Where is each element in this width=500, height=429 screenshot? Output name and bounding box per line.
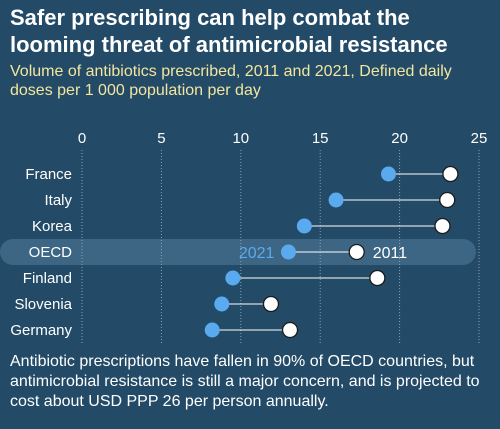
category-label: OECD (29, 244, 73, 261)
point-2021 (328, 192, 344, 208)
dumbbell-chart: 0 5 10 15 20 25 France Italy Korea OECD Finland Slo… (0, 130, 488, 343)
point-2011 (281, 321, 299, 339)
chart-subtitle: Volume of antibiotics prescribed, 2011 a… (10, 63, 452, 99)
point-2021 (296, 218, 312, 234)
x-tick-label: 5 (157, 130, 165, 147)
point-2021 (204, 322, 220, 338)
category-label: Germany (10, 322, 72, 339)
x-tick-label: 10 (232, 130, 249, 147)
point-2021 (214, 296, 230, 312)
footnote: Antibiotic prescriptions have fallen in … (10, 353, 480, 410)
series-label-2021: 2021 (239, 245, 275, 262)
point-2011 (262, 295, 280, 313)
point-2011 (434, 217, 451, 235)
chart-title: Safer prescribing can help combat the lo… (10, 5, 448, 57)
category-label: France (25, 166, 72, 183)
point-2021 (225, 270, 241, 286)
category-label: Slovenia (14, 296, 72, 313)
point-2021 (280, 244, 296, 260)
x-tick-label: 20 (391, 130, 408, 147)
x-tick-label: 25 (471, 130, 488, 147)
category-label: Korea (32, 218, 73, 235)
x-tick-label: 0 (78, 130, 86, 147)
point-2021 (380, 166, 396, 182)
series-label-2011: 2011 (373, 245, 408, 262)
point-2011 (442, 165, 459, 183)
category-label: Finland (23, 270, 72, 287)
point-2011 (439, 191, 456, 209)
category-label: Italy (44, 192, 72, 209)
point-2011 (348, 243, 365, 261)
x-tick-label: 15 (312, 130, 329, 147)
point-2011 (369, 269, 386, 287)
